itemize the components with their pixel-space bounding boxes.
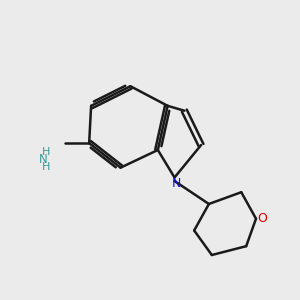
Text: N: N — [171, 178, 181, 190]
Text: N: N — [39, 153, 48, 166]
Text: O: O — [257, 212, 267, 225]
Text: H: H — [42, 147, 51, 157]
Text: H: H — [42, 162, 51, 172]
